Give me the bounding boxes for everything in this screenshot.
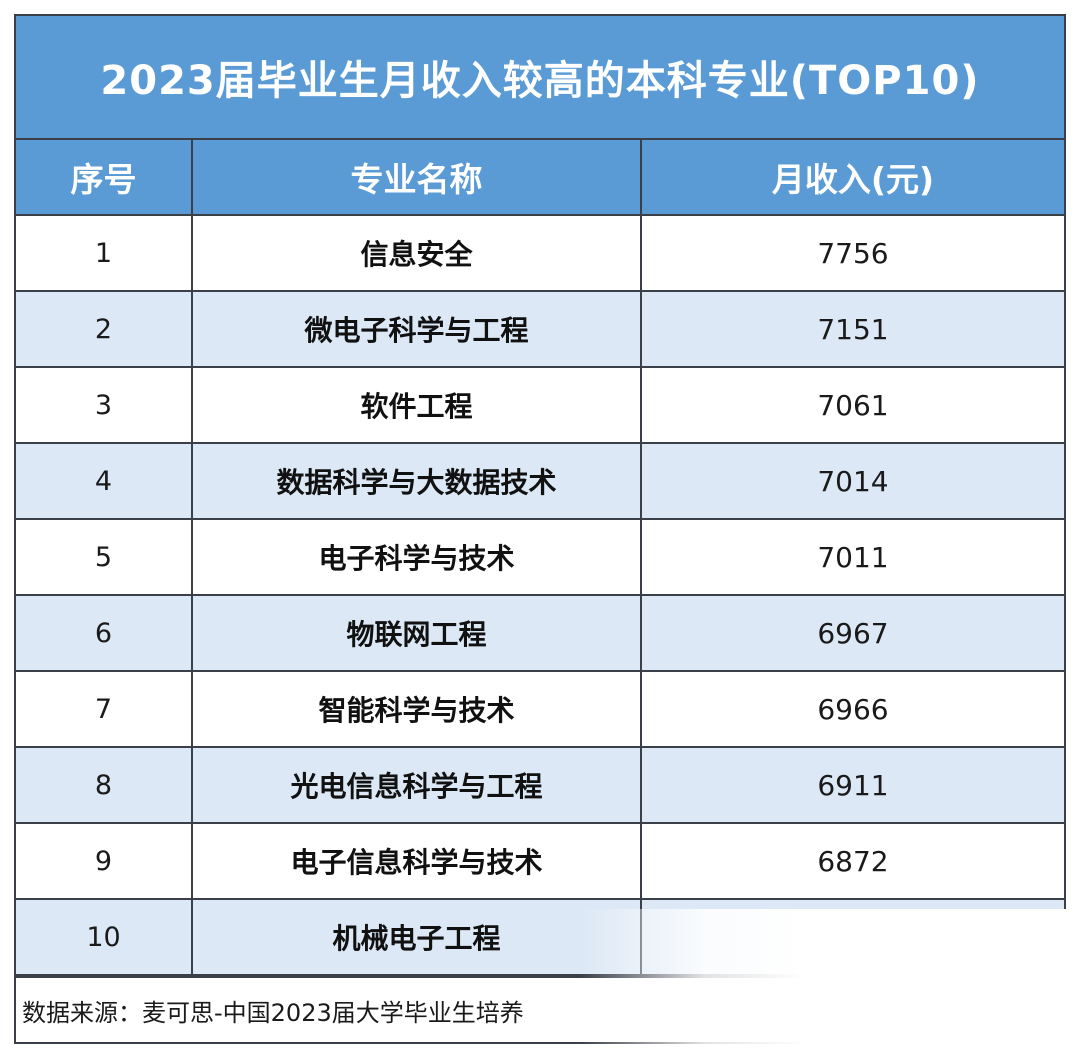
- row-index: 5: [16, 518, 193, 596]
- row-major: 数据科学与大数据技术: [191, 442, 642, 520]
- header-index: 序号: [16, 140, 193, 216]
- row-income: 7014: [640, 442, 1064, 520]
- row-index: 9: [16, 822, 193, 900]
- row-index: 6: [16, 594, 193, 672]
- row-index: 1: [16, 214, 193, 292]
- header-major: 专业名称: [191, 140, 642, 216]
- row-index: 4: [16, 442, 193, 520]
- row-income: 7011: [640, 518, 1064, 596]
- row-income: [640, 898, 1064, 976]
- row-index: 7: [16, 670, 193, 748]
- ranking-table-frame: 2023届毕业生月收入较高的本科专业(TOP10) 序号 专业名称 月收入(元)…: [14, 14, 1066, 1044]
- row-major: 光电信息科学与工程: [191, 746, 642, 824]
- header-row: 序号 专业名称 月收入(元): [16, 140, 1064, 216]
- row-index: 2: [16, 290, 193, 368]
- row-income: 7061: [640, 366, 1064, 444]
- source-note: 数据来源：麦可思-中国2023届大学毕业生培养: [22, 999, 524, 1027]
- row-major: 微电子科学与工程: [191, 290, 642, 368]
- table-row: 4 数据科学与大数据技术 7014: [16, 442, 1064, 520]
- table-row: 5 电子科学与技术 7011: [16, 518, 1064, 596]
- table-row: 6 物联网工程 6967: [16, 594, 1064, 672]
- row-index: 8: [16, 746, 193, 824]
- table-row: 1 信息安全 7756: [16, 214, 1064, 292]
- table-row: 9 电子信息科学与技术 6872: [16, 822, 1064, 900]
- row-major: 机械电子工程: [191, 898, 642, 976]
- row-income: 7756: [640, 214, 1064, 292]
- table-title: 2023届毕业生月收入较高的本科专业(TOP10): [100, 58, 980, 104]
- row-index: 3: [16, 366, 193, 444]
- row-major: 电子科学与技术: [191, 518, 642, 596]
- table-row: 10 机械电子工程: [16, 898, 1064, 976]
- row-major: 信息安全: [191, 214, 642, 292]
- table-row: 7 智能科学与技术 6966: [16, 670, 1064, 748]
- row-income: 6967: [640, 594, 1064, 672]
- row-income: 6872: [640, 822, 1064, 900]
- title-bar: 2023届毕业生月收入较高的本科专业(TOP10): [16, 16, 1064, 140]
- row-major: 物联网工程: [191, 594, 642, 672]
- row-income: 6966: [640, 670, 1064, 748]
- source-note-bar: 数据来源：麦可思-中国2023届大学毕业生培养: [16, 976, 1064, 1042]
- row-major: 软件工程: [191, 366, 642, 444]
- row-major: 电子信息科学与技术: [191, 822, 642, 900]
- row-major: 智能科学与技术: [191, 670, 642, 748]
- table-row: 3 软件工程 7061: [16, 366, 1064, 444]
- income-table: 序号 专业名称 月收入(元) 1 信息安全 7756 2 微电子科学与工程 71…: [16, 140, 1064, 976]
- row-income: 6911: [640, 746, 1064, 824]
- header-income: 月收入(元): [640, 140, 1064, 216]
- table-row: 8 光电信息科学与工程 6911: [16, 746, 1064, 824]
- row-index: 10: [16, 898, 193, 976]
- table-row: 2 微电子科学与工程 7151: [16, 290, 1064, 368]
- row-income: 7151: [640, 290, 1064, 368]
